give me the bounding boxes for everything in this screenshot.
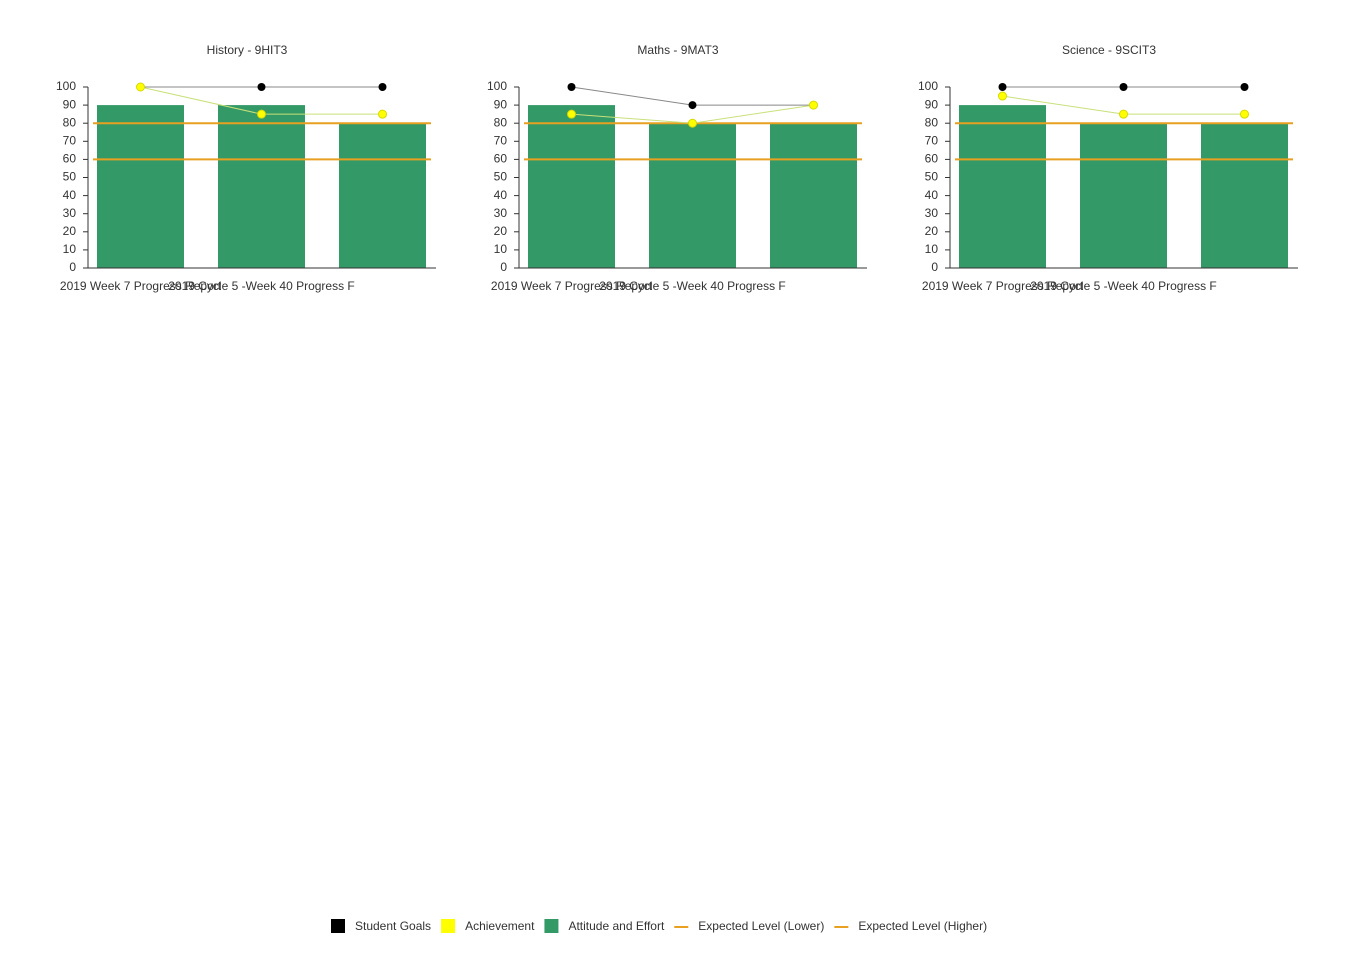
- y-tick-label: 100: [918, 79, 938, 93]
- bar: [1201, 123, 1288, 268]
- y-tick-label: 70: [494, 133, 508, 147]
- x-tick-label: 2019 Week 7 Progress Report: [491, 279, 653, 293]
- legend-label: Attitude and Effort: [568, 919, 665, 933]
- y-tick-label: 80: [925, 115, 939, 129]
- y-tick-label: 20: [925, 224, 939, 238]
- y-tick-label: 10: [494, 242, 508, 256]
- y-tick-label: 10: [925, 242, 939, 256]
- chart-title: History - 9HIT3: [207, 43, 288, 57]
- y-tick-label: 50: [63, 170, 77, 184]
- y-tick-label: 20: [494, 224, 508, 238]
- chart: Maths - 9MAT3 0 10 20 30 40 50 60 70 80 90 100 2019 …: [487, 43, 867, 293]
- point: [1240, 109, 1249, 119]
- bar: [97, 105, 184, 268]
- chart-title: Science - 9SCIT3: [1062, 43, 1156, 57]
- point: [688, 101, 697, 110]
- y-tick-label: 40: [494, 188, 508, 202]
- y-tick-label: 60: [925, 152, 939, 166]
- y-tick-label: 40: [925, 188, 939, 202]
- chart-title: Maths - 9MAT3: [637, 43, 718, 57]
- bar: [959, 105, 1046, 268]
- point: [1240, 83, 1249, 91]
- point: [136, 82, 145, 92]
- x-tick-label: 2019 Cycle 5 -Week 40 Progress F: [599, 279, 786, 293]
- legend-label: Expected Level (Lower): [698, 919, 824, 933]
- y-tick-label: 50: [494, 170, 508, 184]
- point: [257, 109, 266, 119]
- y-tick-label: 90: [63, 97, 77, 111]
- y-tick-label: 90: [494, 97, 508, 111]
- x-tick-label: 2019 Cycle 5 -Week 40 Progress F: [1030, 279, 1217, 293]
- bar: [770, 123, 857, 268]
- bar: [339, 123, 426, 268]
- y-tick-label: 30: [494, 206, 508, 220]
- point: [688, 118, 697, 128]
- y-tick-label: 70: [925, 133, 939, 147]
- bar: [218, 105, 305, 268]
- point: [998, 91, 1007, 101]
- point: [567, 109, 576, 119]
- y-tick-label: 60: [494, 152, 508, 166]
- y-tick-label: 30: [925, 206, 939, 220]
- bar: [528, 105, 615, 268]
- x-tick-label: 2019 Week 7 Progress Report: [60, 279, 222, 293]
- point: [567, 83, 576, 91]
- x-tick-label: 2019 Cycle 5 -Week 40 Progress F: [168, 279, 355, 293]
- y-tick-label: 10: [63, 242, 77, 256]
- point: [257, 83, 266, 91]
- y-tick-label: 90: [925, 97, 939, 111]
- point: [378, 83, 387, 91]
- y-tick-label: 70: [63, 133, 77, 147]
- x-tick-label: 2019 Week 7 Progress Report: [922, 279, 1084, 293]
- point: [998, 83, 1007, 91]
- legend-label: Achievement: [465, 919, 535, 933]
- bar: [1080, 123, 1167, 268]
- y-tick-label: 20: [63, 224, 77, 238]
- y-tick-label: 100: [487, 79, 507, 93]
- legend-label: Expected Level (Higher): [858, 919, 987, 933]
- y-tick-label: 40: [63, 188, 77, 202]
- y-tick-label: 50: [925, 170, 939, 184]
- chart: Science - 9SCIT3 0 10 20 30 40 50 60 70 80 90 100 20…: [918, 43, 1298, 293]
- y-tick-label: 0: [500, 260, 507, 274]
- legend-swatch: [544, 919, 559, 933]
- point: [1119, 83, 1128, 91]
- y-tick-label: 0: [931, 260, 938, 274]
- point: [809, 100, 818, 110]
- point: [1119, 109, 1128, 119]
- y-tick-label: 100: [56, 79, 76, 93]
- y-tick-label: 0: [69, 260, 76, 274]
- y-tick-label: 80: [494, 115, 508, 129]
- y-tick-label: 80: [63, 115, 77, 129]
- y-tick-label: 60: [63, 152, 77, 166]
- legend-swatch: [331, 919, 345, 933]
- y-tick-label: 30: [63, 206, 77, 220]
- chart: History - 9HIT3 0 10 20 30 40 50 60 70 80 90 100 201…: [56, 43, 436, 293]
- point: [378, 109, 387, 119]
- bar: [649, 123, 736, 268]
- legend-swatch: [441, 919, 456, 933]
- legend-label: Student Goals: [355, 919, 431, 933]
